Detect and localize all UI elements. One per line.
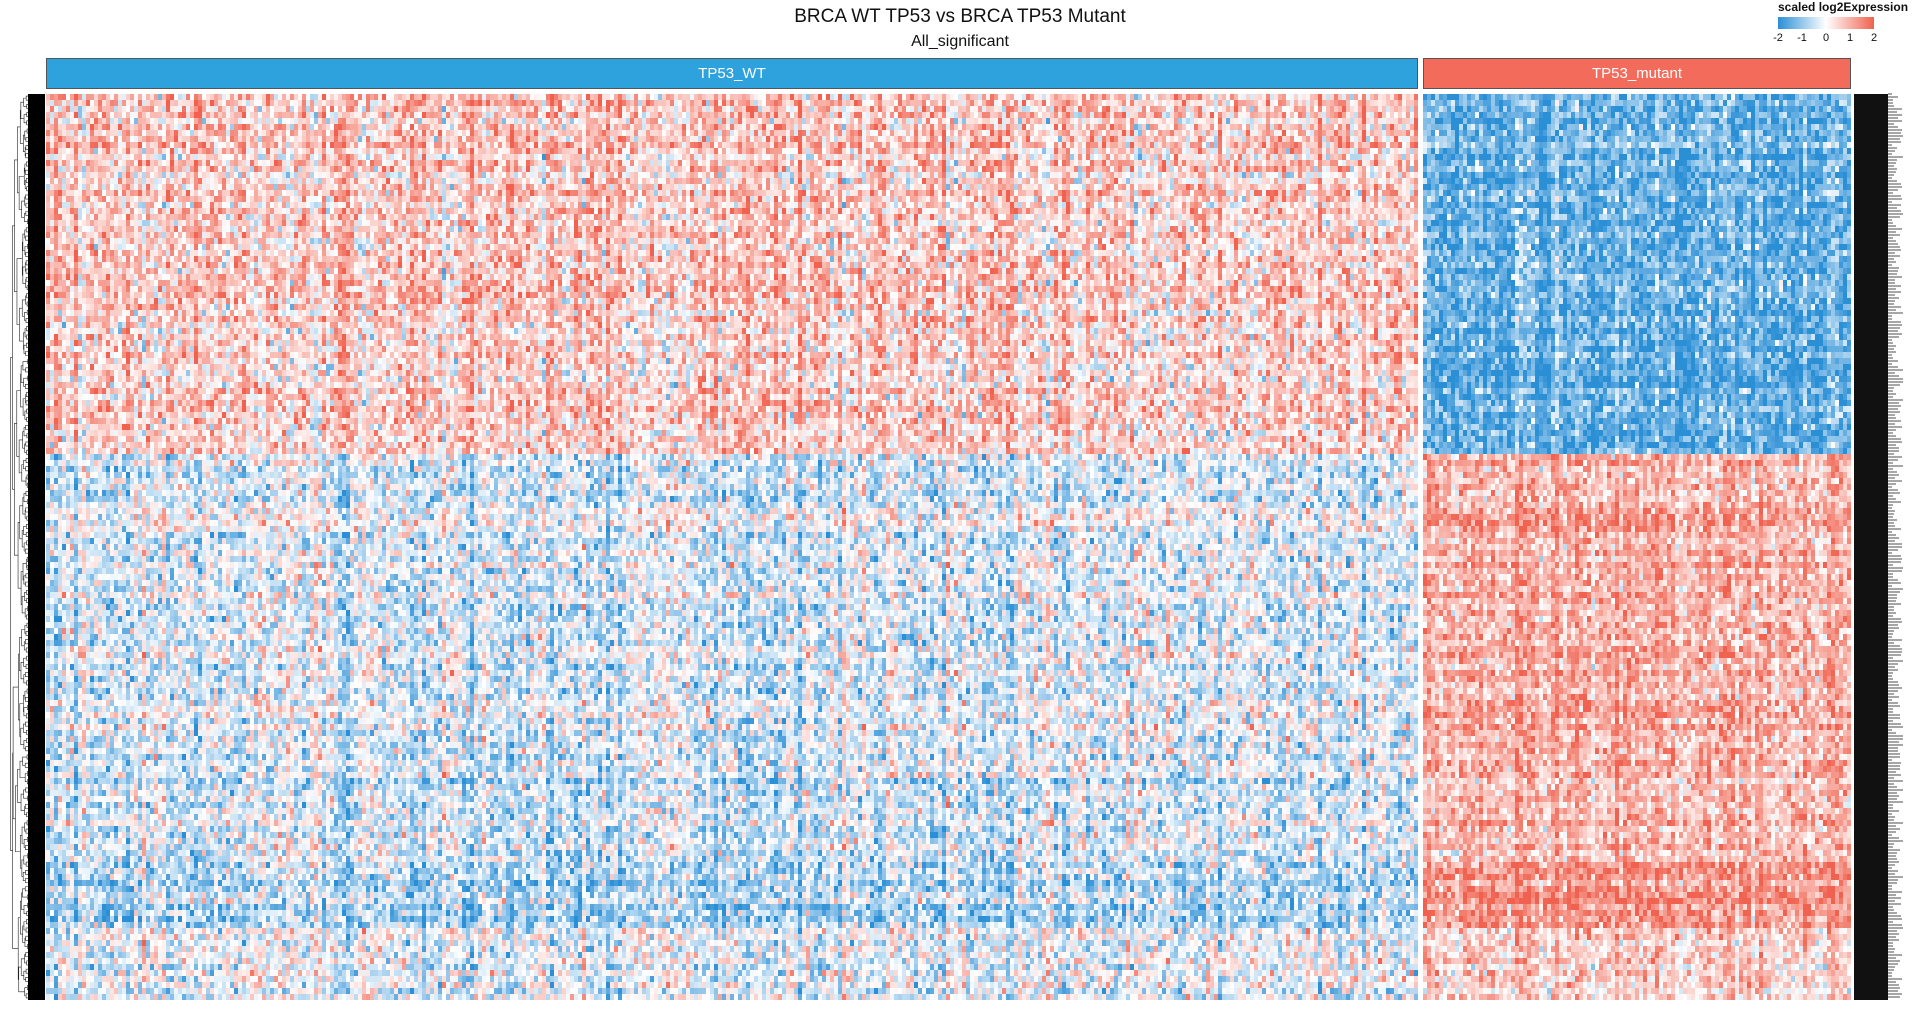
legend-colorbar	[1778, 17, 1874, 29]
chart-subtitle: All_significant	[911, 33, 1009, 50]
color-legend: scaled log2Expression -2 -1 0 1 2	[1770, 0, 1920, 54]
legend-tick-label: -2	[1773, 32, 1783, 44]
annotation-bar-tp53-wt: TP53_WT	[46, 58, 1418, 89]
heatmap-cells-tp53-wt	[46, 94, 1418, 1000]
legend-tick-label: -1	[1797, 32, 1807, 44]
legend-tick-label: 1	[1846, 32, 1854, 44]
heatmap-cells-tp53-mutant	[1423, 94, 1851, 1000]
legend-title: scaled log2Expression	[1778, 0, 1909, 14]
row-label-strip-right	[1854, 94, 1888, 1000]
row-dendrogram	[10, 95, 28, 999]
legend-tick-label: 0	[1822, 32, 1830, 44]
legend-tick-label: 2	[1870, 32, 1878, 44]
annotation-bar-tp53-mutant: TP53_mutant	[1423, 58, 1851, 89]
row-label-strip-left	[28, 94, 45, 1000]
legend-ticks: -2 -1 0 1 2	[1773, 32, 1878, 46]
chart-title: BRCA WT TP53 vs BRCA TP53 Mutant	[794, 6, 1126, 27]
